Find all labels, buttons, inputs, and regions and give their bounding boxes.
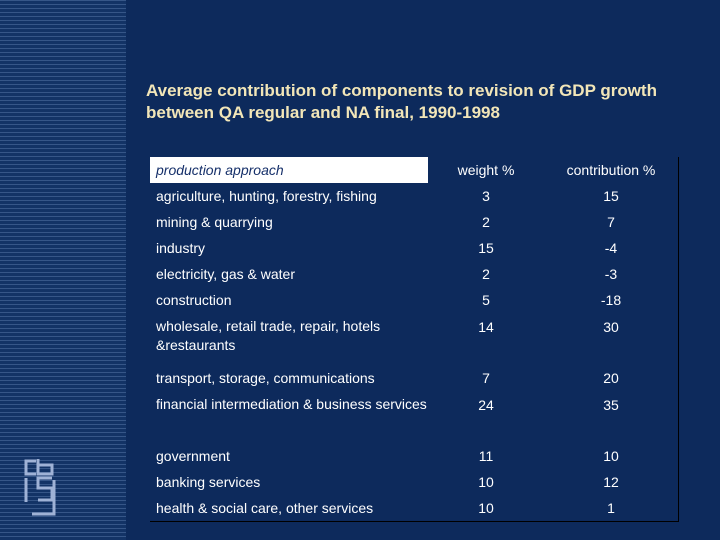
row-weight: 14 — [478, 319, 494, 335]
decorative-stripe-band — [0, 0, 126, 540]
row-label: agriculture, hunting, forestry, fishing — [156, 187, 377, 204]
row-contribution: 30 — [603, 319, 619, 335]
header-contribution: contribution % — [566, 162, 656, 178]
row-contribution: 12 — [603, 474, 619, 490]
row-label: industry — [156, 239, 206, 256]
row-label: banking services — [156, 473, 261, 490]
row-label: electricity, gas & water — [156, 265, 296, 282]
row-weight: 10 — [478, 500, 494, 516]
table-header-row: production approach weight % contributio… — [150, 157, 678, 183]
row-label: financial intermediation & business serv… — [156, 396, 427, 412]
header-production-approach: production approach — [150, 157, 428, 183]
row-contribution: 1 — [607, 500, 615, 516]
row-contribution: 20 — [603, 370, 619, 386]
row-contribution: 35 — [603, 397, 619, 413]
row-label: wholesale, retail trade, repair, hotels … — [156, 318, 381, 353]
row-label: transport, storage, communications — [156, 369, 375, 386]
table-row: banking services 10 12 — [150, 469, 678, 495]
table-row: agriculture, hunting, forestry, fishing … — [150, 183, 678, 209]
page-title: Average contribution of components to re… — [146, 81, 657, 122]
row-weight: 5 — [482, 292, 490, 308]
row-weight: 2 — [482, 266, 490, 282]
table-row: industry 15 -4 — [150, 235, 678, 261]
header-weight: weight % — [457, 162, 515, 178]
row-weight: 24 — [478, 397, 494, 413]
row-contribution: 7 — [607, 214, 615, 230]
gdp-revision-table: production approach weight % contributio… — [150, 157, 679, 522]
row-label: health & social care, other services — [156, 499, 374, 516]
cbs-logo-icon — [24, 459, 56, 516]
table-row: wholesale, retail trade, repair, hotels … — [150, 313, 678, 365]
row-weight: 2 — [482, 214, 490, 230]
table-row: government 11 10 — [150, 443, 678, 469]
row-weight: 7 — [482, 370, 490, 386]
table-row: transport, storage, communications 7 20 — [150, 365, 678, 391]
table-row: financial intermediation & business serv… — [150, 391, 678, 443]
row-label: mining & quarrying — [156, 213, 273, 230]
row-weight: 11 — [478, 448, 494, 464]
table-row: electricity, gas & water 2 -3 — [150, 261, 678, 287]
row-contribution: 15 — [603, 188, 619, 204]
row-weight: 3 — [482, 188, 490, 204]
row-weight: 15 — [478, 240, 494, 256]
table-row: construction 5 -18 — [150, 287, 678, 313]
table-row: health & social care, other services 10 … — [150, 495, 678, 521]
row-label: government — [156, 447, 230, 464]
table-row: mining & quarrying 2 7 — [150, 209, 678, 235]
row-weight: 10 — [478, 474, 494, 490]
row-contribution: -4 — [604, 240, 618, 256]
row-contribution: -18 — [600, 292, 622, 308]
row-label: construction — [156, 291, 232, 308]
row-contribution: 10 — [603, 448, 619, 464]
row-contribution: -3 — [604, 266, 618, 282]
